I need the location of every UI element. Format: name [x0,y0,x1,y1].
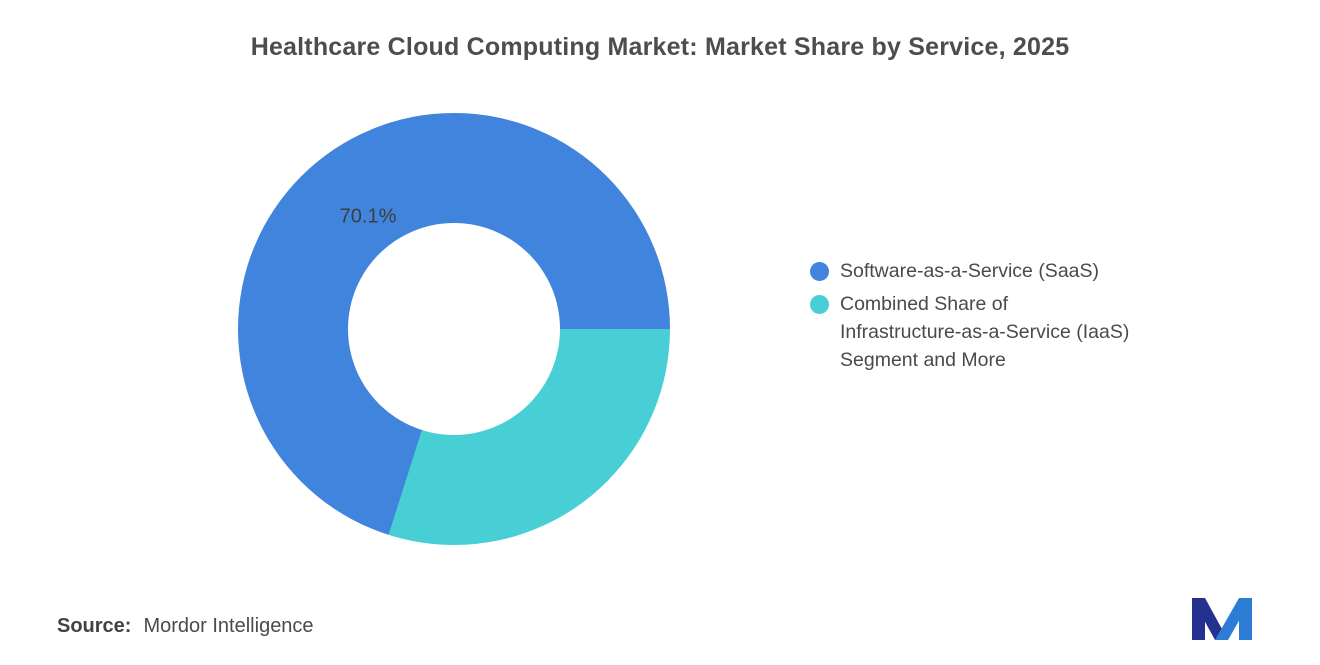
chart-title: Healthcare Cloud Computing Market: Marke… [250,33,1070,61]
logo-shape-right-vertical [1239,598,1252,640]
source-value: Mordor Intelligence [143,615,314,637]
source-label: Source: [57,615,132,637]
donut-chart: 70.1% [238,113,670,545]
legend-label-line: Software-as-a-Service (SaaS) [840,260,1100,282]
logo-shape-left-diagonal [1192,598,1228,640]
legend-dot-iaas-icon [810,295,829,314]
legend-item-saas: Software-as-a-Service (SaaS) [810,257,1129,285]
source-line: Source: Mordor Intelligence [57,615,314,638]
donut-hole [348,223,560,435]
legend-dot-saas-icon [810,262,829,281]
legend-label-iaas: Combined Share of Infrastructure-as-a-Se… [840,290,1129,374]
legend-item-iaas: Combined Share of Infrastructure-as-a-Se… [810,290,1129,374]
mordor-intelligence-logo [1192,598,1252,640]
legend-label-line: Segment and More [840,349,1006,371]
legend: Software-as-a-Service (SaaS) Combined Sh… [810,257,1129,374]
slice-label-saas: 70.1% [339,205,397,228]
legend-label-line: Infrastructure-as-a-Service (IaaS) [840,321,1130,343]
legend-label-saas: Software-as-a-Service (SaaS) [840,257,1099,285]
legend-label-line: Combined Share of [840,293,1009,315]
